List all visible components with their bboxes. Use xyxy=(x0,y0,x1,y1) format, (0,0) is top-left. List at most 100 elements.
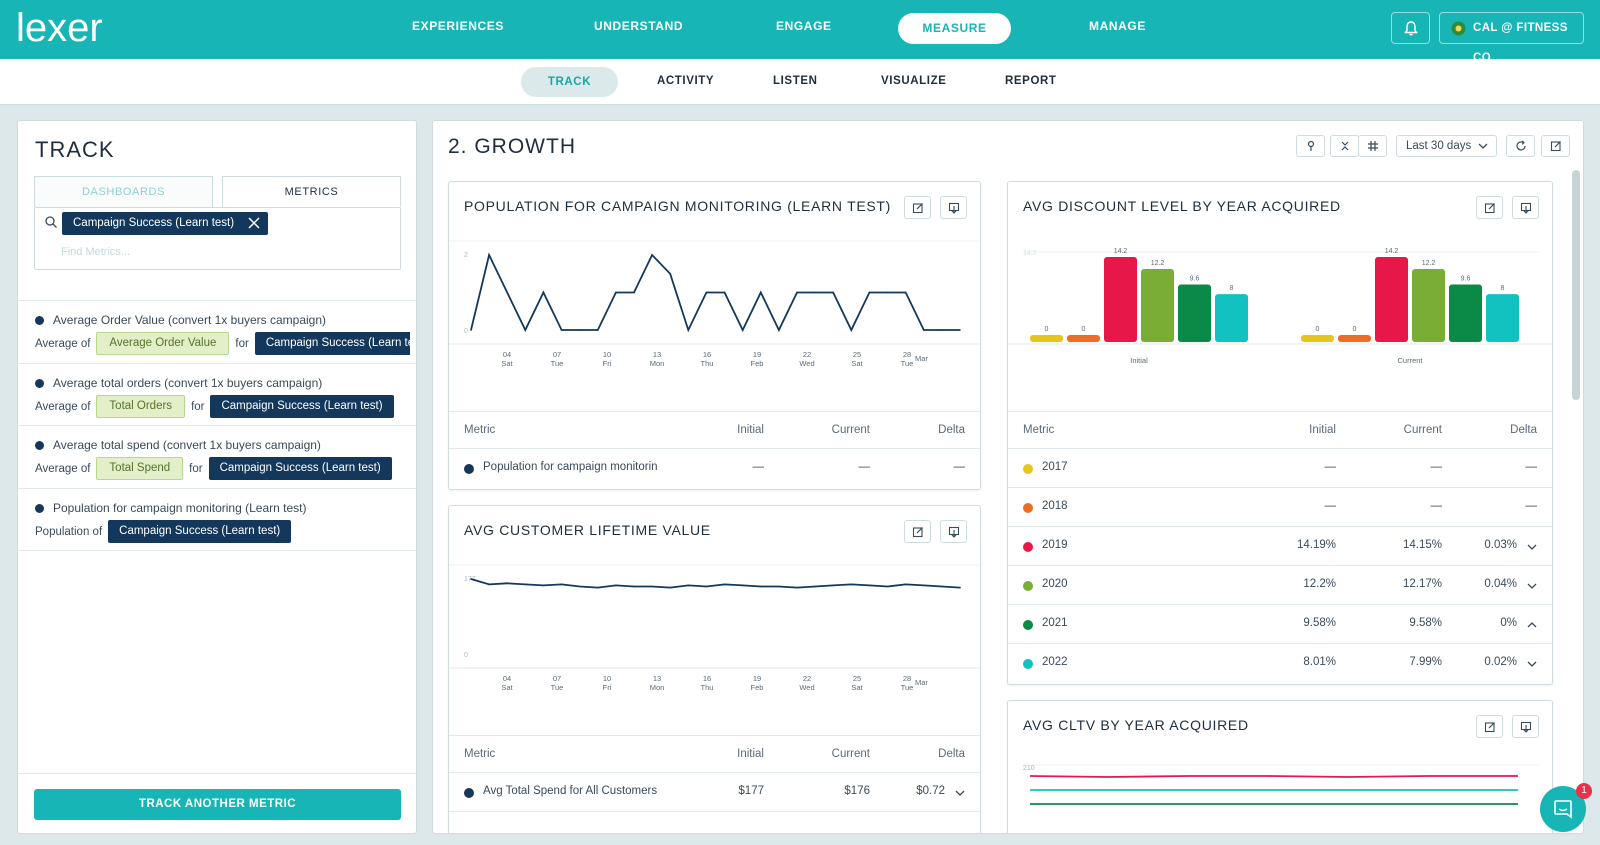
collapse-button[interactable] xyxy=(1330,135,1359,157)
nav-engage[interactable]: ENGAGE xyxy=(776,19,832,33)
refresh-button[interactable] xyxy=(1506,135,1535,157)
table-row[interactable]: 2021 9.58% 9.58% 0% xyxy=(1008,605,1552,644)
series-line xyxy=(470,578,961,589)
card-title: AVG DISCOUNT LEVEL BY YEAR ACQUIRED xyxy=(1023,198,1341,214)
download-icon xyxy=(1520,202,1532,214)
row-year: 2021 xyxy=(1042,617,1068,629)
segment-pill[interactable]: Campaign Success (Learn test) xyxy=(108,520,292,543)
edit-card-button[interactable] xyxy=(1476,715,1503,738)
metric-for: for xyxy=(191,400,205,413)
row-current: 9.58% xyxy=(1409,617,1442,629)
x-tick-label: 22 xyxy=(803,674,811,683)
table-row[interactable]: 2020 12.2% 12.17% 0.04% xyxy=(1008,566,1552,605)
lexer-logo[interactable]: lexer xyxy=(16,6,146,52)
search-input[interactable]: Find Metrics... xyxy=(61,246,131,258)
row-initial: — xyxy=(752,461,765,473)
tab-metrics[interactable]: METRICS xyxy=(222,176,401,207)
x-tick-label: 16 xyxy=(703,674,711,683)
segment-pill[interactable]: Campaign Success (Learn test) xyxy=(254,332,410,355)
attribute-pill[interactable]: Total Orders xyxy=(96,395,186,418)
x-tick-weekday: Thu xyxy=(701,683,714,692)
bar-2018-current xyxy=(1338,335,1371,342)
subnav-track[interactable]: TRACK xyxy=(521,67,618,97)
table-row[interactable]: Avg Total Spend for All Customers $177 $… xyxy=(449,773,980,812)
download-card-button[interactable] xyxy=(940,196,967,219)
x-tick-weekday: Wed xyxy=(799,683,814,692)
subnav-report[interactable]: REPORT xyxy=(1005,75,1057,87)
category-label: Initial xyxy=(1130,356,1148,365)
row-delta: 0.03% xyxy=(1484,539,1517,551)
scrollbar[interactable] xyxy=(1572,170,1580,400)
metric-definition: Average of Average Order Value for Campaign… xyxy=(35,332,410,355)
search-icon xyxy=(45,216,57,228)
chevron-up-icon[interactable] xyxy=(1527,621,1537,629)
tab-dashboards[interactable]: DASHBOARDS xyxy=(34,176,213,207)
download-card-button[interactable] xyxy=(1512,715,1539,738)
data-point xyxy=(615,291,617,294)
segment-pill[interactable]: Campaign Success (Learn test) xyxy=(208,457,392,480)
notifications-button[interactable] xyxy=(1391,12,1430,44)
subnav-listen[interactable]: LISTEN xyxy=(773,75,818,87)
series-dot-icon xyxy=(1023,542,1033,552)
edit-card-button[interactable] xyxy=(904,520,931,543)
metric-search-box[interactable]: Campaign Success (Learn test) Find Metri… xyxy=(34,207,401,270)
track-another-metric-button[interactable]: TRACK ANOTHER METRIC xyxy=(34,789,401,820)
x-tick-weekday: Tue xyxy=(901,683,914,692)
dashboard-panel: 2. GROWTH Last 30 days POPULATION FOR CA… xyxy=(432,120,1584,834)
grid-button[interactable] xyxy=(1358,135,1387,157)
metric-item[interactable]: Average total orders (convert 1x buyers … xyxy=(18,363,416,425)
chevron-down-icon[interactable] xyxy=(955,789,965,797)
data-point xyxy=(832,291,834,294)
edit-card-button[interactable] xyxy=(1476,196,1503,219)
series-dot-icon xyxy=(1023,620,1033,630)
metric-item[interactable]: Average total spend (convert 1x buyers c… xyxy=(18,425,416,488)
metric-item[interactable]: Population for campaign monitoring (Lear… xyxy=(18,488,416,551)
data-point xyxy=(705,291,708,294)
download-card-button[interactable] xyxy=(1512,196,1539,219)
data-label: 0 xyxy=(1316,326,1320,333)
edit-card-button[interactable] xyxy=(904,196,931,219)
bar-2019-initial xyxy=(1104,257,1137,342)
data-point xyxy=(868,291,871,294)
subnav-visualize[interactable]: VISUALIZE xyxy=(881,75,947,87)
header-metric: Metric xyxy=(464,424,496,436)
data-point xyxy=(651,254,653,256)
segment-filter-chip[interactable]: Campaign Success (Learn test) xyxy=(62,212,269,235)
nav-understand[interactable]: UNDERSTAND xyxy=(594,19,684,33)
attribute-pill[interactable]: Average Order Value xyxy=(96,332,230,355)
table-row[interactable]: 2017 — — — xyxy=(1008,449,1552,488)
pin-button[interactable] xyxy=(1296,135,1325,157)
table-row[interactable]: 2019 14.19% 14.15% 0.03% xyxy=(1008,527,1552,566)
edit-dashboard-button[interactable] xyxy=(1541,135,1570,157)
chevron-down-icon[interactable] xyxy=(1527,660,1537,668)
nav-measure[interactable]: MEASURE xyxy=(898,13,1011,44)
card-title: POPULATION FOR CAMPAIGN MONITORING (LEAR… xyxy=(464,198,892,214)
row-label: Avg Total Spend for All Customers xyxy=(483,785,658,797)
bar-2020-current xyxy=(1412,268,1445,342)
nav-manage[interactable]: MANAGE xyxy=(1089,19,1146,33)
nav-experiences[interactable]: EXPERIENCES xyxy=(412,19,504,33)
series-dot-icon xyxy=(1023,581,1033,591)
subnav-activity[interactable]: ACTIVITY xyxy=(657,75,715,87)
table-row[interactable]: Population for campaign monitoring (Lear… xyxy=(449,449,980,488)
chevron-down-icon[interactable] xyxy=(1527,582,1537,590)
chevron-down-icon[interactable] xyxy=(1527,543,1537,551)
download-card-button[interactable] xyxy=(940,520,967,543)
table-row[interactable]: 2022 8.01% 7.99% 0.02% xyxy=(1008,644,1552,683)
organization-switcher[interactable]: CAL @ FITNESS CO xyxy=(1439,12,1584,64)
date-range-select[interactable]: Last 30 days xyxy=(1396,135,1497,157)
bar-2020-initial xyxy=(1141,268,1174,342)
row-initial: 12.2% xyxy=(1303,578,1336,590)
y-tick-label: 14.2 xyxy=(1023,250,1037,257)
data-point xyxy=(814,291,816,294)
attribute-pill[interactable]: Total Spend xyxy=(96,457,184,480)
data-point xyxy=(959,586,961,589)
refresh-icon xyxy=(1516,140,1526,151)
download-icon xyxy=(1520,721,1532,733)
segment-pill[interactable]: Campaign Success (Learn test) xyxy=(210,395,394,418)
metric-item[interactable]: Average Order Value (convert 1x buyers c… xyxy=(18,300,416,363)
x-tick-month: Mar xyxy=(915,678,928,687)
close-icon[interactable] xyxy=(248,217,260,229)
data-label: 8 xyxy=(1230,285,1234,292)
table-row[interactable]: 2018 — — — xyxy=(1008,488,1552,527)
